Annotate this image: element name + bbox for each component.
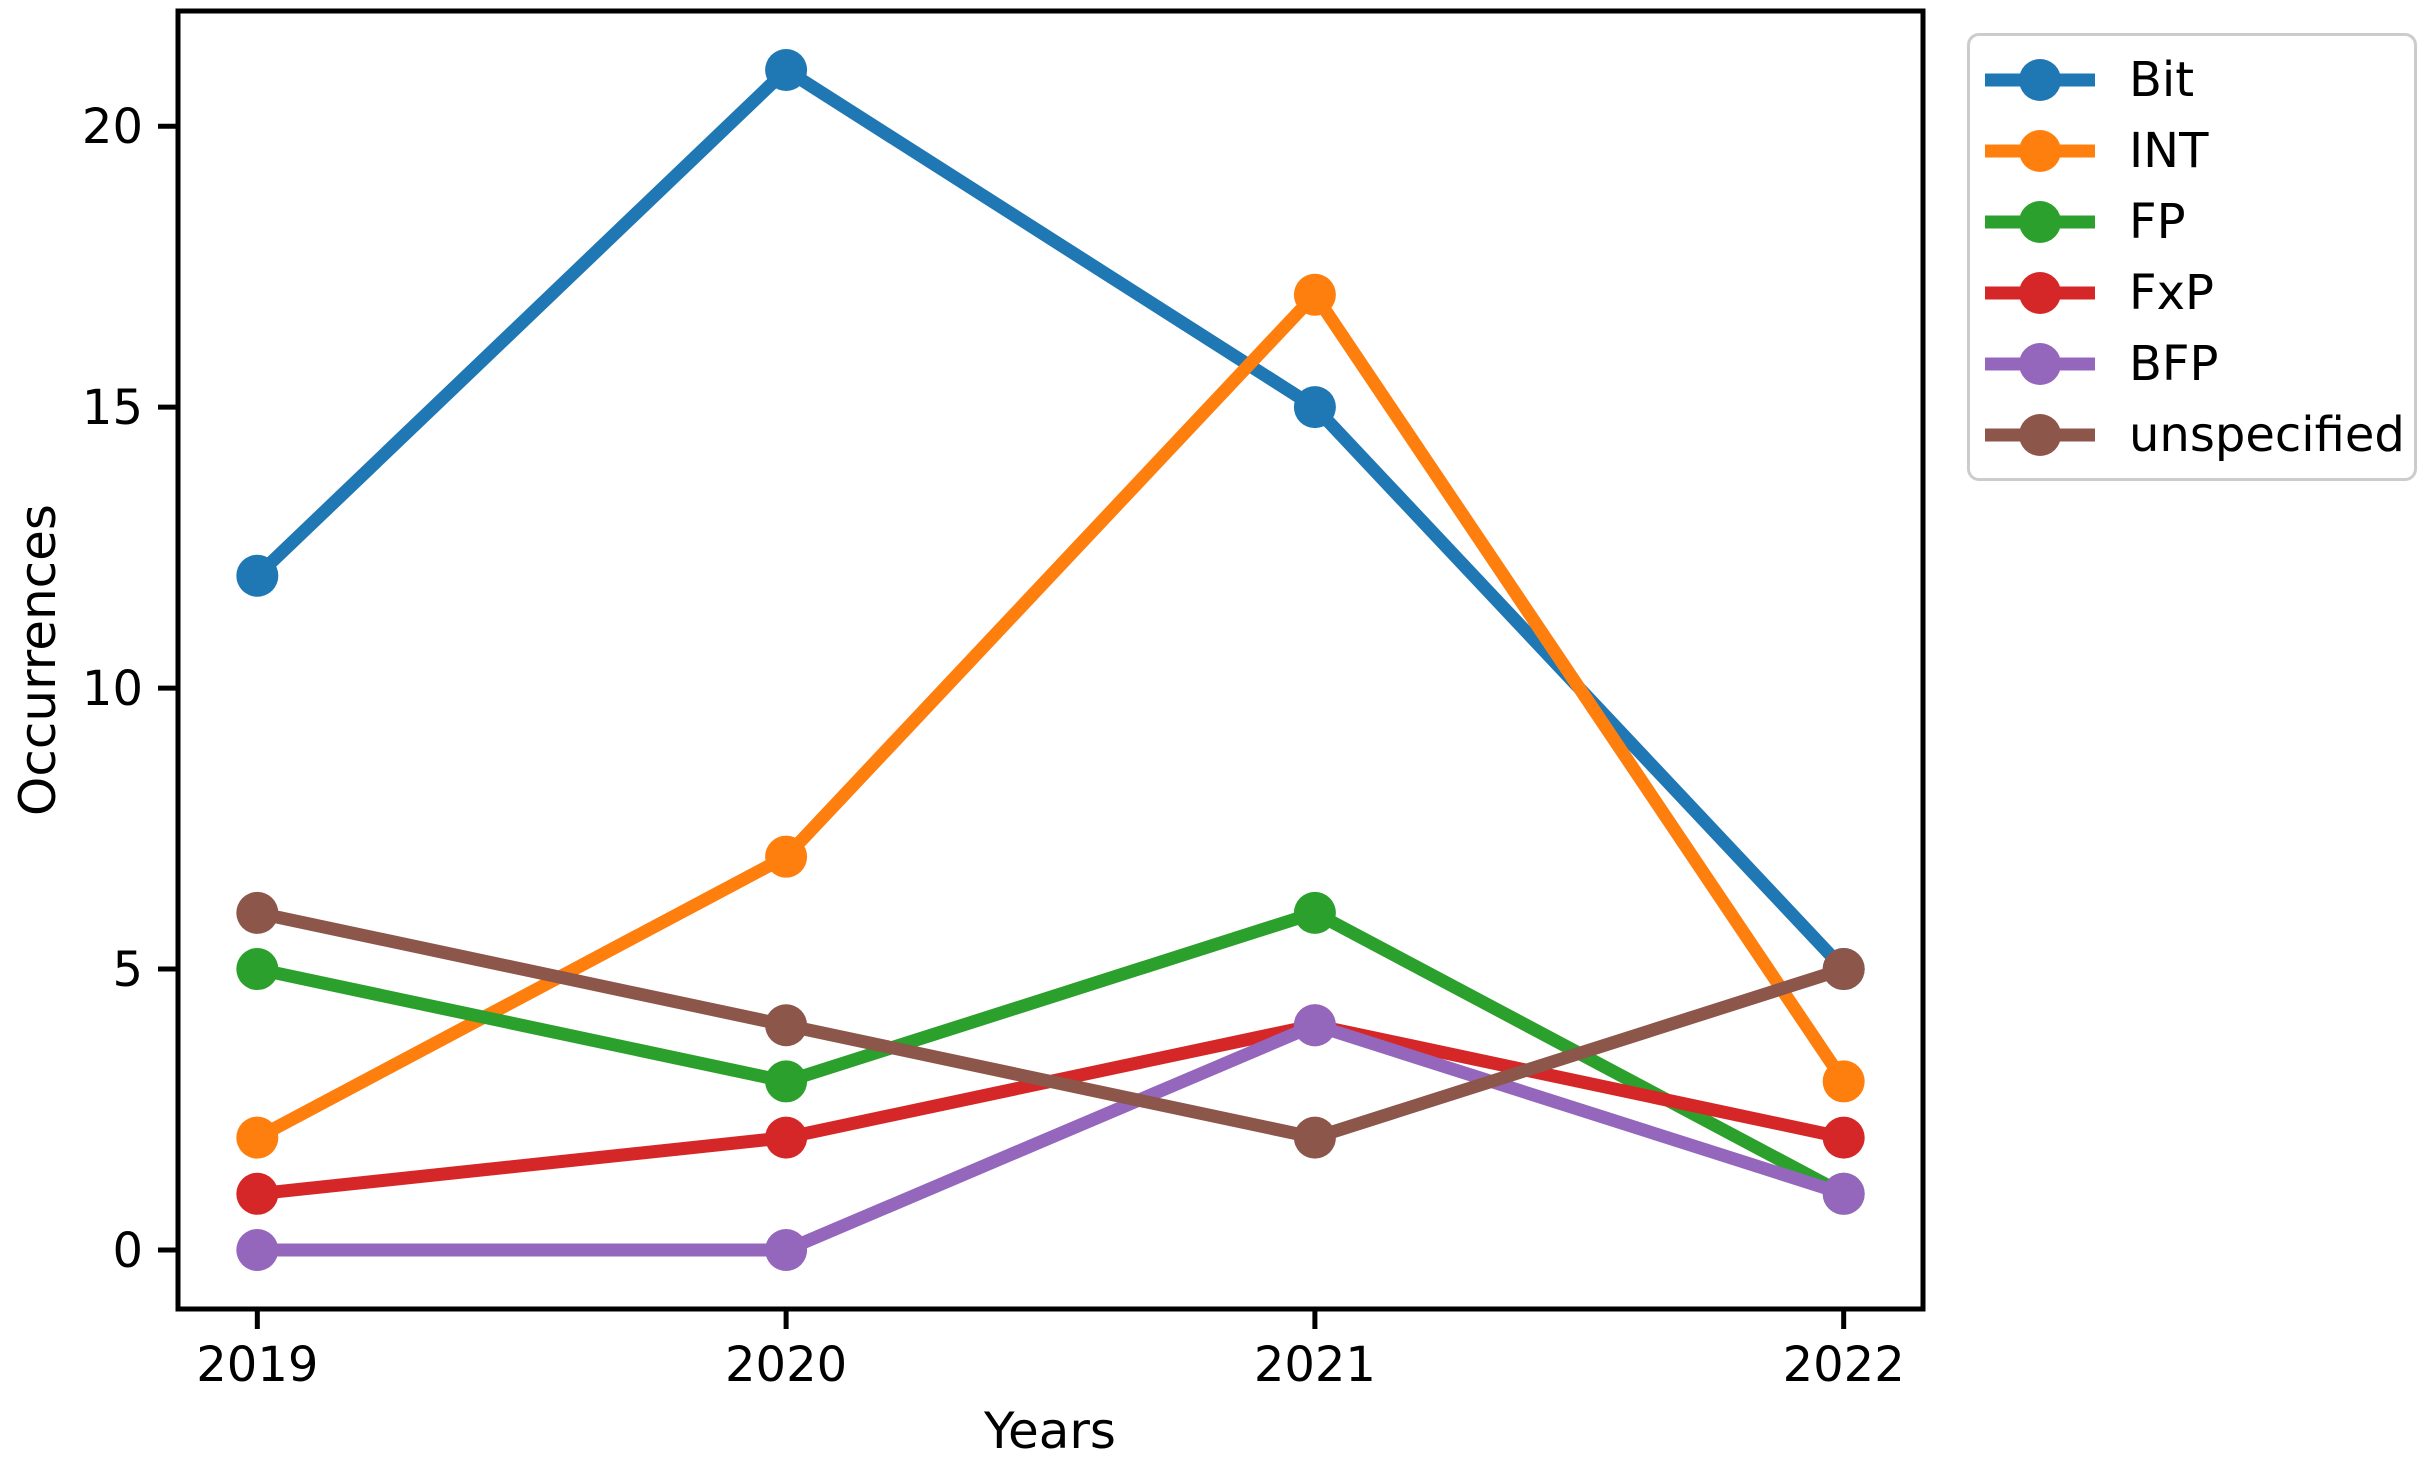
x-tick-label: 2022: [1783, 1337, 1905, 1393]
legend-marker-BFP: [1985, 342, 2095, 385]
legend-label-FxP: FxP: [2129, 264, 2214, 321]
data-point-BFP-2022: [1822, 1172, 1865, 1215]
data-point-INT-2019: [236, 1116, 279, 1159]
data-point-Bit-2019: [236, 554, 279, 597]
data-point-Bit-2020: [765, 49, 808, 91]
data-point-INT-2022: [1822, 1060, 1865, 1103]
data-point-FP-2020: [765, 1060, 808, 1103]
legend-marker-Bit: [1985, 58, 2095, 101]
y-axis-label: Occurrences: [9, 504, 67, 816]
data-point-unspecified-2020: [765, 1004, 808, 1047]
data-point-FxP-2019: [236, 1172, 279, 1215]
legend-marker-unspecified: [1985, 413, 2095, 456]
y-tick-label: 20: [82, 99, 143, 155]
x-tick-label: 2021: [1254, 1337, 1376, 1393]
data-point-FP-2019: [236, 948, 279, 991]
x-tick-label: 2019: [196, 1337, 318, 1393]
data-point-FxP-2020: [765, 1116, 808, 1159]
legend-item-BFP: BFP: [1981, 328, 2396, 399]
legend-item-INT: INT: [1981, 115, 2396, 186]
legend-label-BFP: BFP: [2129, 335, 2219, 392]
y-tick-label: 0: [112, 1223, 143, 1279]
data-point-FP-2021: [1293, 891, 1336, 934]
axes-spines: [175, 8, 1926, 1312]
legend-item-unspecified: unspecified: [1981, 399, 2405, 470]
data-point-unspecified-2022: [1822, 948, 1865, 991]
y-tick-label: 5: [112, 942, 143, 998]
legend-label-Bit: Bit: [2129, 51, 2195, 108]
x-tick-label: 2020: [725, 1337, 847, 1393]
y-tick-label: 10: [82, 661, 143, 717]
data-point-Bit-2021: [1293, 386, 1336, 429]
series-line-BFP: [250, 1018, 1851, 1257]
data-point-INT-2021: [1293, 273, 1336, 316]
data-point-INT-2020: [765, 835, 808, 878]
legend-label-INT: INT: [2129, 122, 2209, 179]
legend-marker-FP: [1985, 200, 2095, 243]
legend-item-FxP: FxP: [1981, 257, 2396, 328]
data-point-FxP-2022: [1822, 1116, 1865, 1159]
series-line-unspecified: [250, 906, 1851, 1145]
data-point-BFP-2020: [765, 1229, 808, 1271]
series-line-FP: [250, 905, 1851, 1201]
series-line-INT: [250, 284, 1851, 1145]
data-point-BFP-2019: [236, 1229, 279, 1271]
legend: Bit INT FP FxP BFP unspecified: [1967, 33, 2417, 481]
legend-item-FP: FP: [1981, 186, 2396, 257]
legend-marker-INT: [1985, 129, 2095, 172]
legend-label-unspecified: unspecified: [2129, 406, 2405, 463]
data-point-BFP-2021: [1293, 1004, 1336, 1047]
data-point-unspecified-2019: [236, 891, 279, 934]
legend-marker-FxP: [1985, 271, 2095, 314]
legend-label-FP: FP: [2129, 193, 2186, 250]
x-axis-label: Years: [984, 1402, 1116, 1460]
series-line-Bit: [250, 61, 1851, 976]
y-tick-label: 15: [82, 380, 143, 436]
data-point-unspecified-2021: [1293, 1116, 1336, 1159]
legend-item-Bit: Bit: [1981, 44, 2396, 115]
